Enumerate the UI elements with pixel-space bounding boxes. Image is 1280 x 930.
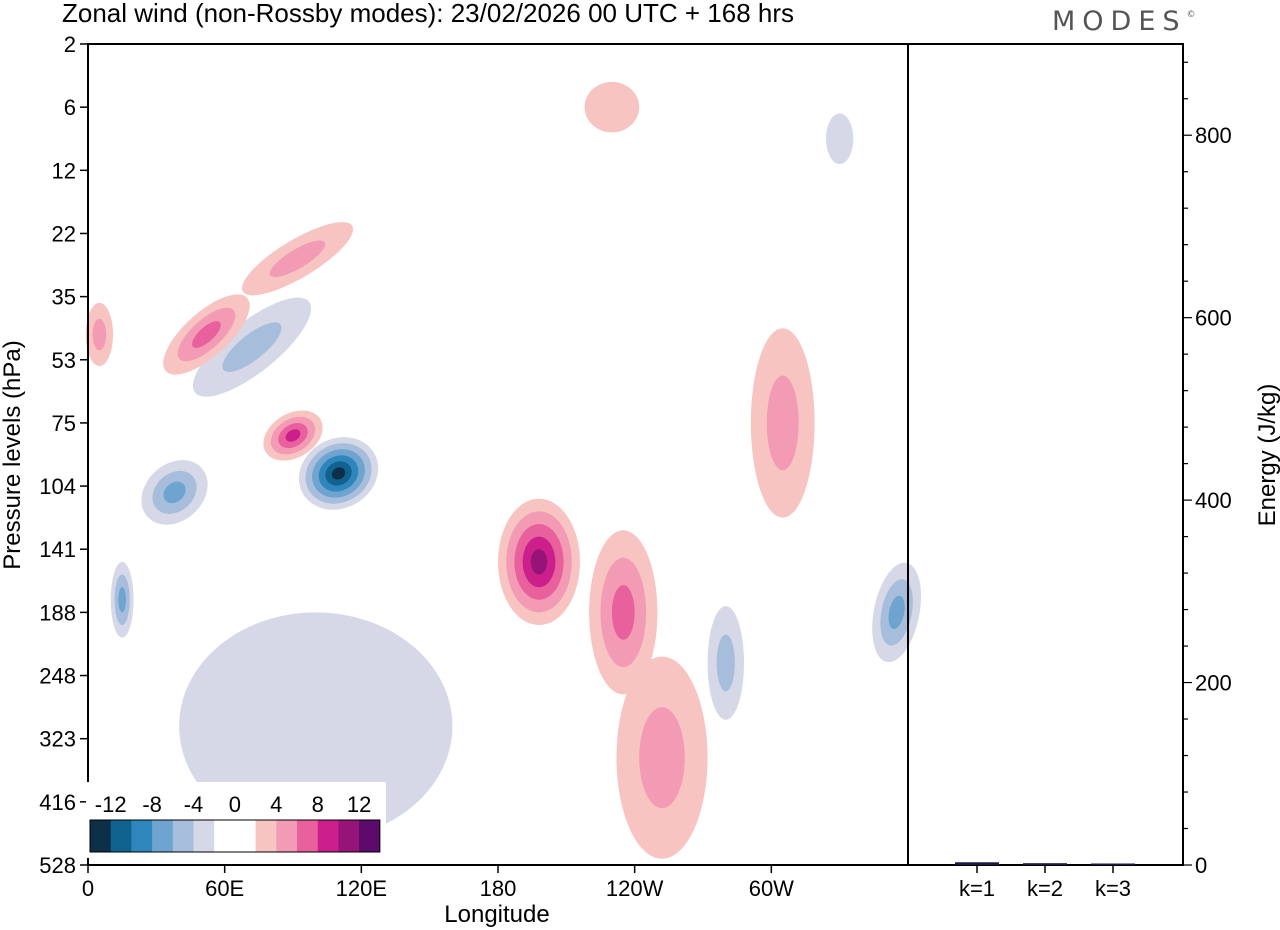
y-tick-label: 188 xyxy=(39,600,76,625)
x-tick-label: 0 xyxy=(82,876,94,901)
colorbar-swatch xyxy=(110,820,132,852)
modes-logo: MODES© xyxy=(1052,6,1196,37)
colorbar-swatch xyxy=(214,820,236,852)
wind-anomaly-easterly-0 xyxy=(298,437,379,510)
y-tick-label: 75 xyxy=(52,411,76,436)
contour-level xyxy=(826,113,854,164)
contour-level xyxy=(639,707,685,809)
contour-level xyxy=(888,595,905,629)
energy-tick-label: 800 xyxy=(1195,123,1232,148)
contour-level xyxy=(331,467,346,480)
contour-level xyxy=(222,322,282,372)
chart-title: Zonal wind (non-Rossby modes): 23/02/202… xyxy=(62,0,794,28)
colorbar-swatch xyxy=(90,820,112,852)
wind-anomaly-westerly-9 xyxy=(498,498,580,626)
contour-level xyxy=(192,321,221,348)
colorbar-swatch xyxy=(338,820,360,852)
x-tick-label: 60E xyxy=(205,876,244,901)
energy-tick-label: 0 xyxy=(1195,853,1207,878)
x-tick-label: 180 xyxy=(480,876,517,901)
contour-level xyxy=(269,240,326,278)
contour-level xyxy=(716,634,735,692)
energy-bars: k=1 k=2 k=3 xyxy=(955,862,1135,901)
contour-level xyxy=(766,375,799,471)
colorbar-label: -12 xyxy=(95,792,127,817)
wind-anomaly-westerly-16 xyxy=(584,81,640,133)
colorbar-swatch xyxy=(359,820,381,852)
energy-bar-k=1 xyxy=(955,862,999,865)
energy-bar-k=3 xyxy=(1091,863,1135,865)
x-tick-label: 120W xyxy=(606,876,664,901)
energy-tick-label: 400 xyxy=(1195,488,1232,513)
y-tick-label: 104 xyxy=(39,474,76,499)
wind-anomaly-easterly-5 xyxy=(707,606,744,720)
energy-axis-label: Energy (J/kg) xyxy=(1254,384,1280,527)
colorbar-swatch xyxy=(276,820,298,852)
wind-anomaly-easterly-1 xyxy=(141,460,208,525)
energy-category-label: k=3 xyxy=(1095,876,1131,901)
contour-level xyxy=(584,81,640,133)
colorbar-swatch xyxy=(297,820,319,852)
y-tick-label: 323 xyxy=(39,727,76,752)
wind-anomaly-westerly-14 xyxy=(85,302,114,367)
energy-tick-label: 200 xyxy=(1195,671,1232,696)
colorbar-label: 12 xyxy=(347,792,371,817)
energy-category-label: k=2 xyxy=(1027,876,1063,901)
wind-anomaly-easterly-2 xyxy=(192,297,312,397)
wind-anomaly-westerly-11 xyxy=(616,656,708,859)
colorbar-label: 8 xyxy=(312,792,324,817)
y-axis-label: Pressure levels (hPa) xyxy=(0,340,26,569)
wind-anomaly-westerly-13 xyxy=(242,222,354,296)
colorbar-frame xyxy=(89,819,381,853)
wind-anomaly-easterly-3 xyxy=(110,561,134,638)
y-tick-label: 416 xyxy=(39,790,76,815)
colorbar-swatch xyxy=(234,820,256,852)
y-tick-label: 53 xyxy=(52,348,76,373)
colorbar-swatch xyxy=(317,820,339,852)
energy-plot-frame xyxy=(907,43,1184,866)
colorbar-label: 4 xyxy=(270,792,282,817)
contour-level xyxy=(163,481,186,504)
wind-anomaly-westerly-12 xyxy=(163,294,250,375)
energy-category-label: k=1 xyxy=(959,876,995,901)
x-tick-label: 120E xyxy=(336,876,387,901)
y-tick-label: 248 xyxy=(39,664,76,689)
pressure-axis: 2 6 12 22 35 53 75 104 141 188 248 323 416 528 xyxy=(39,32,88,878)
y-tick-label: 2 xyxy=(64,32,76,57)
energy-axis: 0 200 400 600 800 xyxy=(1183,61,1232,878)
contour-level xyxy=(92,318,107,351)
colorbar-label: -4 xyxy=(184,792,204,817)
wind-anomaly-easterly-4 xyxy=(872,562,922,663)
longitude-axis: 0 60E 120E 180 120W 60W xyxy=(82,865,794,901)
contour-level xyxy=(118,587,126,613)
wind-anomaly-easterly-6 xyxy=(826,113,854,164)
colorbar-swatch xyxy=(255,820,277,852)
colorbar-label: -8 xyxy=(142,792,162,817)
colorbar-label: 0 xyxy=(229,792,241,817)
colorbar-swatch xyxy=(172,820,194,852)
wind-anomaly-westerly-10 xyxy=(589,530,658,695)
contour-level xyxy=(285,429,301,442)
y-tick-label: 6 xyxy=(64,95,76,120)
y-tick-label: 35 xyxy=(52,285,76,310)
colorbar: -12 -8 -4 0 4 8 12 xyxy=(86,782,386,858)
colorbar-swatch xyxy=(131,820,153,852)
y-tick-label: 12 xyxy=(52,158,76,183)
x-axis-label: Longitude xyxy=(444,901,549,928)
y-tick-label: 528 xyxy=(39,853,76,878)
wind-anomaly-westerly-15 xyxy=(750,328,815,518)
x-tick-label: 60W xyxy=(749,876,794,901)
y-tick-label: 141 xyxy=(39,537,76,562)
contour-level xyxy=(611,585,635,640)
energy-bar-k=2 xyxy=(1023,863,1067,865)
colorbar-swatch xyxy=(193,820,215,852)
wind-anomaly-westerly-8 xyxy=(263,410,323,461)
energy-tick-label: 600 xyxy=(1195,306,1232,331)
y-tick-label: 22 xyxy=(52,221,76,246)
wind-field xyxy=(85,81,922,859)
colorbar-swatch xyxy=(152,820,174,852)
contour-level xyxy=(530,549,548,575)
